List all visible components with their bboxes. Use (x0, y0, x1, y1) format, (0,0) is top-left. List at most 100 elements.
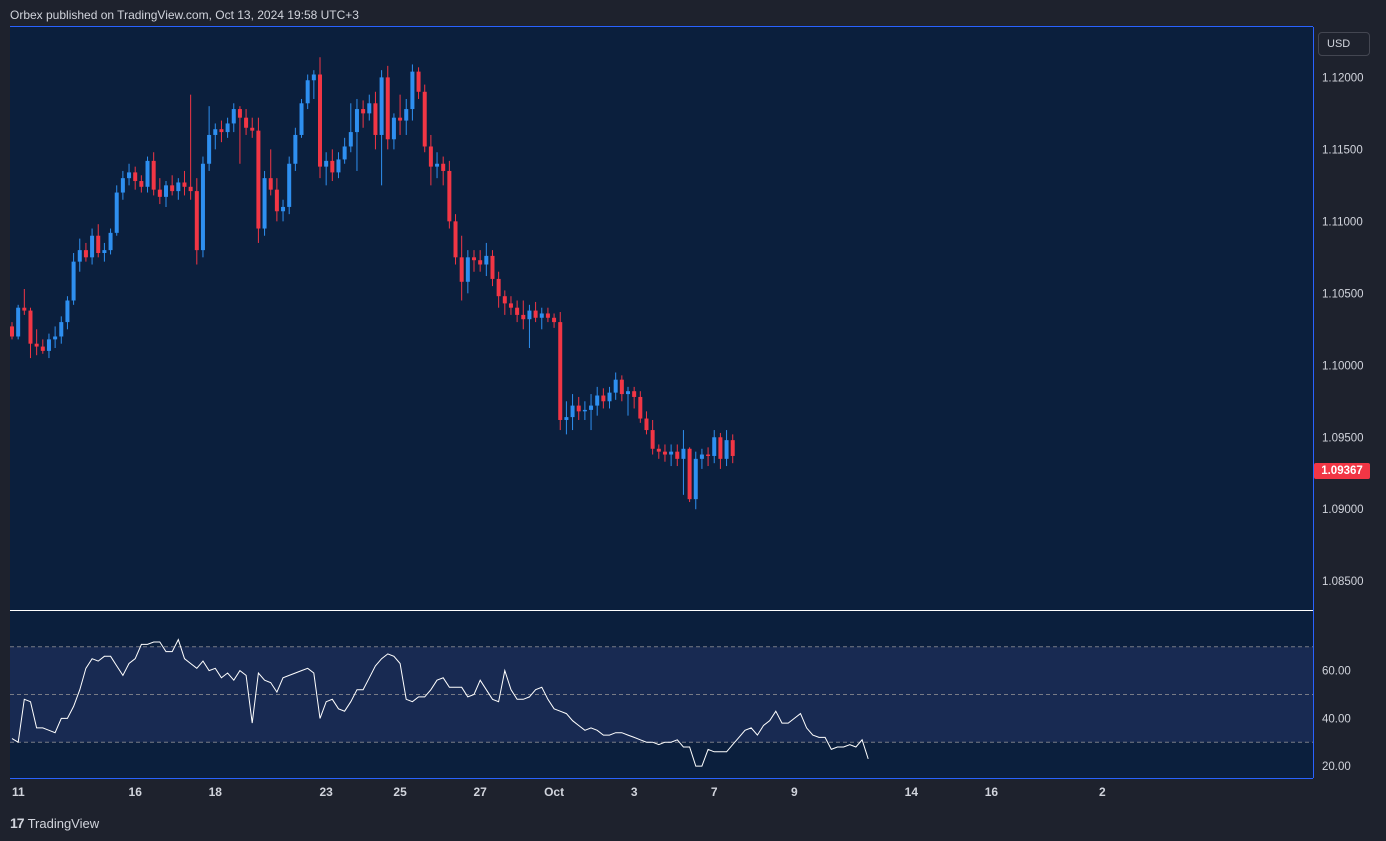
candle (164, 181, 168, 207)
candle-body (391, 117, 396, 140)
candle (96, 224, 101, 258)
candle (120, 170, 125, 200)
candle (508, 296, 513, 315)
candle (385, 65, 390, 150)
candle-body (281, 206, 286, 212)
candle-body (225, 123, 230, 133)
candle (428, 134, 433, 186)
candle-body (478, 260, 483, 265)
candle (521, 300, 526, 330)
time-tick-label: 7 (711, 785, 718, 799)
candle (77, 238, 82, 272)
candle (71, 253, 76, 305)
candle (139, 175, 144, 193)
currency-label: USD (1327, 38, 1351, 50)
candle (336, 152, 341, 179)
candle (435, 152, 440, 179)
time-tick-label: 18 (209, 785, 223, 799)
candle-body (632, 391, 637, 397)
time-tick-label: 3 (631, 785, 638, 799)
candle (552, 313, 557, 328)
candle-body (114, 192, 119, 233)
candle-body (287, 163, 292, 207)
candle-body (250, 127, 255, 131)
candle-body (59, 322, 64, 337)
candle-body (508, 303, 513, 308)
candle (83, 242, 88, 262)
candle-body (502, 296, 507, 304)
candle (53, 326, 58, 349)
candle (422, 84, 427, 153)
candle-body (342, 146, 347, 160)
candle-body (299, 103, 304, 135)
candle (16, 304, 21, 340)
candle (34, 329, 39, 356)
candle (416, 67, 421, 99)
candle (287, 156, 292, 215)
candle (712, 430, 717, 464)
candle-body (274, 189, 279, 212)
candle-body (582, 409, 587, 412)
candle-body (77, 250, 82, 262)
candle-body (219, 129, 224, 133)
candle-body (53, 336, 58, 340)
candle-body (262, 178, 267, 229)
candle (447, 160, 452, 229)
candle-body (607, 392, 612, 402)
candle-body (441, 163, 446, 171)
candle-body (693, 458, 698, 500)
candle (207, 106, 212, 171)
candle (453, 214, 458, 265)
candle-body (237, 109, 242, 118)
candle-body (182, 182, 187, 187)
candle-body (176, 182, 181, 192)
candle (533, 301, 538, 323)
candle (237, 106, 242, 164)
footer-brand[interactable]: 17 TradingView (10, 815, 99, 831)
candle (330, 149, 335, 182)
price-tick-label: 1.11000 (1322, 216, 1363, 228)
candle (354, 98, 359, 171)
candle (311, 70, 316, 99)
price-tick-label: 1.10500 (1322, 288, 1364, 300)
candle-body (207, 134, 212, 164)
candle (22, 288, 27, 315)
candle-body (515, 307, 520, 315)
candle (582, 401, 587, 420)
candle-body (613, 379, 618, 393)
candle (231, 103, 236, 133)
candle-body (336, 159, 341, 173)
candle (28, 307, 33, 359)
last-price-badge: 1.09367 (1314, 463, 1370, 479)
candle (718, 432, 723, 469)
candle-body (718, 437, 723, 459)
candle-body (558, 322, 563, 420)
candle (619, 375, 624, 402)
candle-body (539, 313, 544, 318)
candle (502, 290, 507, 315)
candle (367, 94, 372, 121)
candle-body (435, 163, 440, 167)
candle (188, 94, 193, 200)
candle-body (675, 451, 680, 459)
candle-body (527, 310, 532, 320)
candle-body (354, 109, 359, 133)
candle (626, 386, 630, 416)
candle (219, 120, 224, 143)
candle (490, 250, 495, 287)
candle-body (361, 109, 366, 114)
time-tick-label: Oct (544, 785, 564, 799)
candle-body (650, 430, 655, 449)
candle-body (188, 186, 193, 192)
candle (632, 386, 637, 409)
time-tick-label: 14 (905, 785, 919, 799)
candle (170, 175, 175, 196)
candle (570, 394, 575, 431)
candle (564, 401, 569, 435)
candle-body (410, 71, 415, 110)
currency-selector[interactable]: USD (1318, 32, 1370, 56)
candle (478, 250, 483, 272)
candle-body (724, 440, 729, 459)
candle (268, 149, 273, 196)
